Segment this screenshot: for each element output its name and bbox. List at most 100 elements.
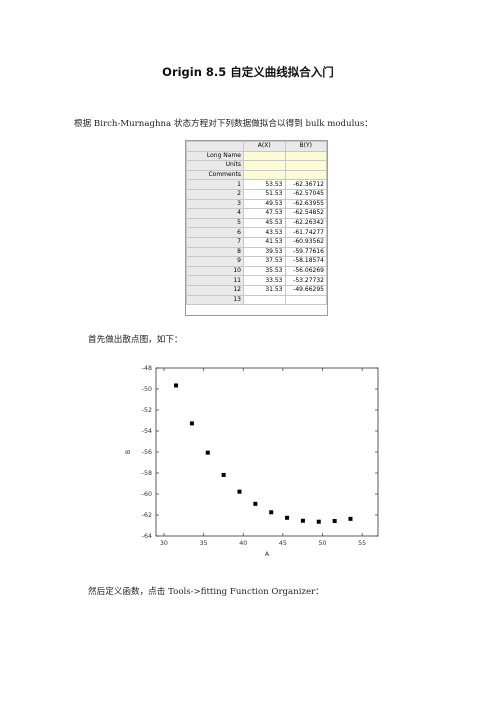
meta-row-label-units: Units (186, 160, 244, 171)
meta-cell[interactable] (284, 150, 327, 162)
cell-b[interactable]: -49.66295 (284, 284, 327, 296)
table-row[interactable]: 8 39.53 -59.77616 (186, 246, 327, 258)
cell-b[interactable]: -59.77616 (284, 246, 327, 258)
cell-b[interactable]: -62.63955 (284, 198, 327, 210)
row-number[interactable]: 7 (186, 236, 244, 248)
scatter-paragraph: 首先做出散点图，如下： (88, 335, 183, 345)
table-row[interactable]: 5 45.53 -62.26342 (186, 217, 327, 229)
table-row[interactable]: 13 (186, 294, 327, 306)
plot-frame (155, 367, 379, 537)
x-tick-label: 45 (279, 540, 287, 547)
row-number[interactable]: 8 (186, 246, 244, 258)
table-row[interactable]: 9 37.53 -58.18574 (186, 256, 327, 267)
table-row[interactable]: 10 35.53 -56.06269 (186, 265, 327, 277)
cell-a[interactable]: 33.53 (243, 275, 286, 286)
y-tick-label: -56 (142, 449, 152, 456)
x-tick-label: 35 (200, 540, 208, 547)
table-row[interactable]: 1 53.53 -62.36712 (186, 179, 327, 190)
row-number[interactable]: 1 (186, 179, 244, 190)
cell-a[interactable] (243, 294, 286, 306)
cell-b[interactable]: -53.27732 (284, 275, 327, 286)
cell-a[interactable]: 35.53 (243, 265, 286, 277)
row-number[interactable]: 5 (186, 217, 244, 229)
cell-b[interactable]: -56.06269 (284, 265, 327, 277)
data-point (300, 518, 305, 523)
cell-b[interactable]: -62.54852 (284, 208, 327, 219)
data-point (221, 472, 226, 477)
data-point (174, 383, 179, 388)
meta-row-label-comments: Comments (186, 169, 244, 181)
data-point (332, 518, 337, 523)
cell-b[interactable]: -62.36712 (284, 179, 327, 190)
page-title: Origin 8.5 自定义曲线拟合入门 (162, 65, 334, 79)
row-number[interactable]: 3 (186, 198, 244, 210)
cell-b[interactable] (284, 294, 327, 306)
meta-cell[interactable] (243, 160, 286, 171)
meta-cell[interactable] (243, 169, 286, 181)
cell-b[interactable]: -62.57045 (284, 188, 327, 200)
cell-a[interactable]: 41.53 (243, 236, 286, 248)
data-point (348, 516, 353, 521)
intro-paragraph: 根据 Birch-Murnaghna 状态方程对下列数据做拟合以得到 bulk … (74, 119, 373, 129)
cell-a[interactable]: 37.53 (243, 256, 286, 267)
table-row[interactable]: 12 31.53 -49.66295 (186, 284, 327, 296)
data-point (237, 489, 242, 494)
y-tick-label: -64 (142, 533, 152, 540)
row-number[interactable]: 4 (186, 208, 244, 219)
cell-a[interactable]: 47.53 (243, 208, 286, 219)
x-tick-label: 50 (318, 540, 326, 547)
cell-a[interactable]: 53.53 (243, 179, 286, 190)
x-tick-label: 30 (160, 540, 168, 547)
table-row[interactable]: 2 51.53 -62.57045 (186, 188, 327, 200)
x-axis-label: A (265, 551, 270, 558)
x-tick-label: 40 (239, 540, 247, 547)
scatter-chart-svg: 30 35 40 45 50 55 -48 -50 -52 -54 -56 -58 -60 -62 -64 A… (125, 365, 379, 558)
data-point (253, 501, 258, 506)
y-tick-label: -62 (142, 512, 152, 519)
cell-a[interactable]: 45.53 (243, 217, 286, 229)
data-point (205, 450, 210, 455)
worksheet-corner (186, 141, 244, 152)
cell-a[interactable]: 31.53 (243, 284, 286, 296)
row-number[interactable]: 2 (186, 188, 244, 200)
table-row[interactable]: 4 47.53 -62.54852 (186, 208, 327, 219)
row-number[interactable]: 12 (186, 284, 244, 296)
row-number[interactable]: 9 (186, 256, 244, 267)
row-number[interactable]: 11 (186, 275, 244, 286)
data-point (269, 510, 274, 515)
cell-b[interactable]: -60.93562 (284, 236, 327, 248)
table-row[interactable]: 6 43.53 -61.74277 (186, 227, 327, 238)
cell-a[interactable]: 43.53 (243, 227, 286, 238)
data-point (316, 519, 321, 524)
meta-cell[interactable] (284, 169, 327, 181)
meta-cell[interactable] (284, 160, 327, 171)
table-row[interactable]: 7 41.53 -60.93562 (186, 236, 327, 248)
y-tick-label: -50 (142, 386, 152, 393)
cell-a[interactable]: 39.53 (243, 246, 286, 258)
meta-row-label-long-name: Long Name (186, 150, 244, 162)
y-tick-label: -60 (142, 491, 152, 498)
cell-b[interactable]: -61.74277 (284, 227, 327, 238)
x-tick-label: 55 (358, 540, 366, 547)
row-number[interactable]: 6 (186, 227, 244, 238)
column-header-a[interactable]: A(X) (243, 141, 286, 152)
cell-a[interactable]: 49.53 (243, 198, 286, 210)
y-tick-label: -54 (142, 428, 152, 435)
y-tick-label: -58 (142, 470, 152, 477)
table-row[interactable]: 11 33.53 -53.27732 (186, 275, 327, 286)
row-number[interactable]: 10 (186, 265, 244, 277)
cell-b[interactable]: -58.18574 (284, 256, 327, 267)
meta-cell[interactable] (243, 150, 286, 162)
worksheet: A(X) B(Y) Long Name Units Comments 1 53.5… (185, 140, 328, 316)
data-point (285, 515, 290, 520)
table-row[interactable]: 3 49.53 -62.63955 (186, 198, 327, 210)
y-tick-label: -52 (142, 407, 152, 414)
scatter-chart: 30 35 40 45 50 55 -48 -50 -52 -54 -56 -58 -60 -62 -64 A… (118, 356, 398, 568)
y-axis-label: B (125, 450, 132, 454)
function-paragraph: 然后定义函数，点击 Tools->fitting Function Organi… (88, 587, 324, 597)
y-tick-label: -48 (142, 365, 152, 372)
row-number[interactable]: 13 (186, 294, 244, 306)
column-header-b[interactable]: B(Y) (284, 141, 327, 152)
cell-b[interactable]: -62.26342 (284, 217, 327, 229)
cell-a[interactable]: 51.53 (243, 188, 286, 200)
